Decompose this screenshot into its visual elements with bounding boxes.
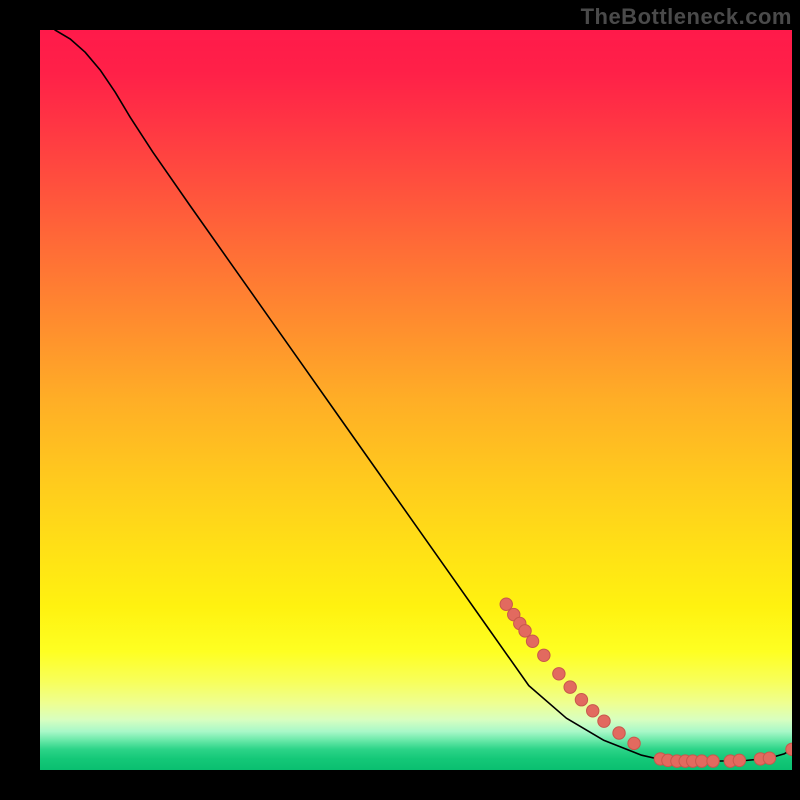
marker-point <box>613 727 625 739</box>
bottleneck-chart <box>40 30 792 770</box>
marker-point <box>538 649 550 661</box>
marker-point <box>733 754 745 766</box>
marker-point <box>587 705 599 717</box>
chart-background <box>40 30 792 770</box>
marker-point <box>598 715 610 727</box>
marker-point <box>707 755 719 767</box>
marker-point <box>628 737 640 749</box>
marker-point <box>519 625 531 637</box>
watermark-text: TheBottleneck.com <box>581 4 792 30</box>
marker-point <box>763 752 775 764</box>
marker-point <box>500 598 512 610</box>
marker-point <box>553 668 565 680</box>
marker-point <box>564 681 576 693</box>
marker-point <box>575 694 587 706</box>
chart-plot-area <box>40 30 792 770</box>
marker-point <box>696 755 708 767</box>
marker-point <box>526 635 538 647</box>
